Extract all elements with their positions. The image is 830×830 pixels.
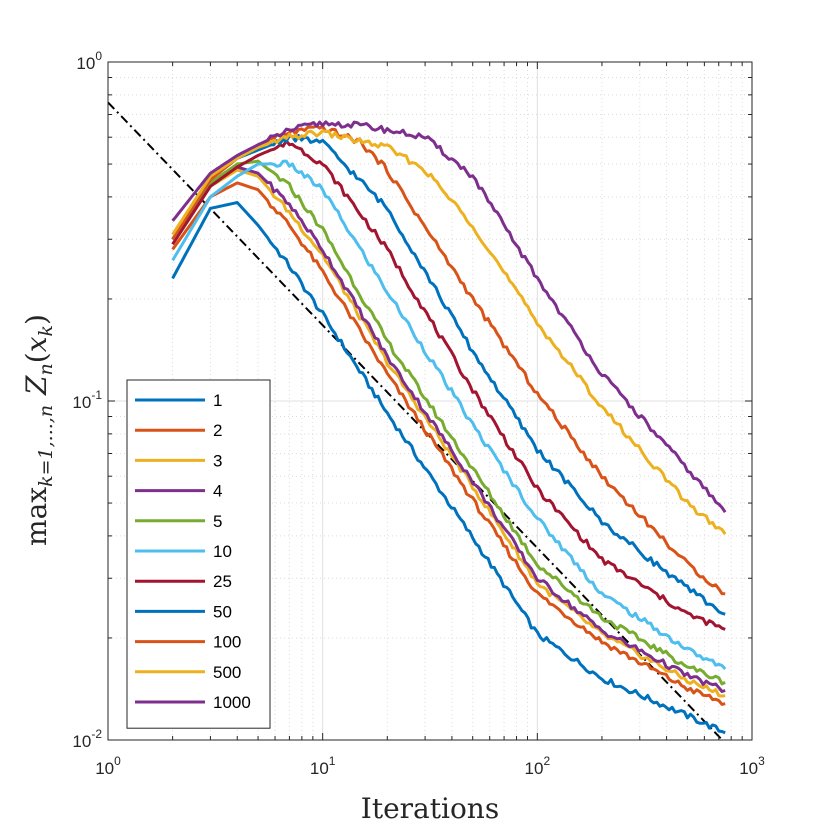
reference-line <box>108 101 724 740</box>
series-line-25 <box>171 139 726 631</box>
y-tick-label: 100 <box>76 49 102 73</box>
reference-line-group <box>108 101 724 740</box>
legend-label-50: 50 <box>213 602 232 621</box>
y-axis-label: maxk=1,...,n Zn(xk) <box>20 314 57 546</box>
legend-label-3: 3 <box>213 451 222 470</box>
svg-text:maxk=1,...,nZn(xk): maxk=1,...,n Zn(xk) <box>20 314 57 546</box>
x-tick-label: 100 <box>95 754 121 778</box>
series-line-50 <box>171 134 726 616</box>
x-tick-label: 101 <box>310 754 336 778</box>
x-tick-label: 103 <box>739 754 765 778</box>
series-line-1000 <box>171 120 727 514</box>
legend-label-1000: 1000 <box>213 693 251 712</box>
legend-label-10: 10 <box>213 542 232 561</box>
legend-label-25: 25 <box>213 572 232 591</box>
y-label-z: Z <box>20 375 53 396</box>
series-line-2 <box>171 181 726 706</box>
y-label-max: max <box>20 487 53 546</box>
series-group <box>171 120 727 735</box>
y-label-sub: k=1,...,n <box>35 405 57 487</box>
legend-label-100: 100 <box>213 633 241 652</box>
series-line-3 <box>171 168 726 698</box>
x-tick-label: 102 <box>525 754 551 778</box>
legend: 1 2 3 4 5 10 25 50 100 500 1000 <box>126 379 271 729</box>
legend-label-1: 1 <box>213 391 222 410</box>
y-label-open: ( <box>20 352 53 363</box>
y-tick-label: 10-2 <box>72 727 102 751</box>
y-label-k: k <box>35 325 57 337</box>
y-label-close: ) <box>20 314 53 325</box>
y-label-x: x <box>20 336 53 352</box>
y-tick-label: 10-1 <box>72 388 102 412</box>
series-line-1 <box>171 201 726 735</box>
series-line-10 <box>171 159 727 671</box>
series-line-500 <box>171 129 727 535</box>
legend-label-4: 4 <box>213 482 222 501</box>
series-line-4 <box>171 165 726 693</box>
y-label-n: n <box>35 363 57 375</box>
legend-label-500: 500 <box>213 663 241 682</box>
legend-label-2: 2 <box>213 421 222 440</box>
series-line-5 <box>171 159 726 686</box>
legend-label-5: 5 <box>213 512 222 531</box>
x-axis-label: Iterations <box>361 792 499 825</box>
legend-box <box>126 379 271 729</box>
